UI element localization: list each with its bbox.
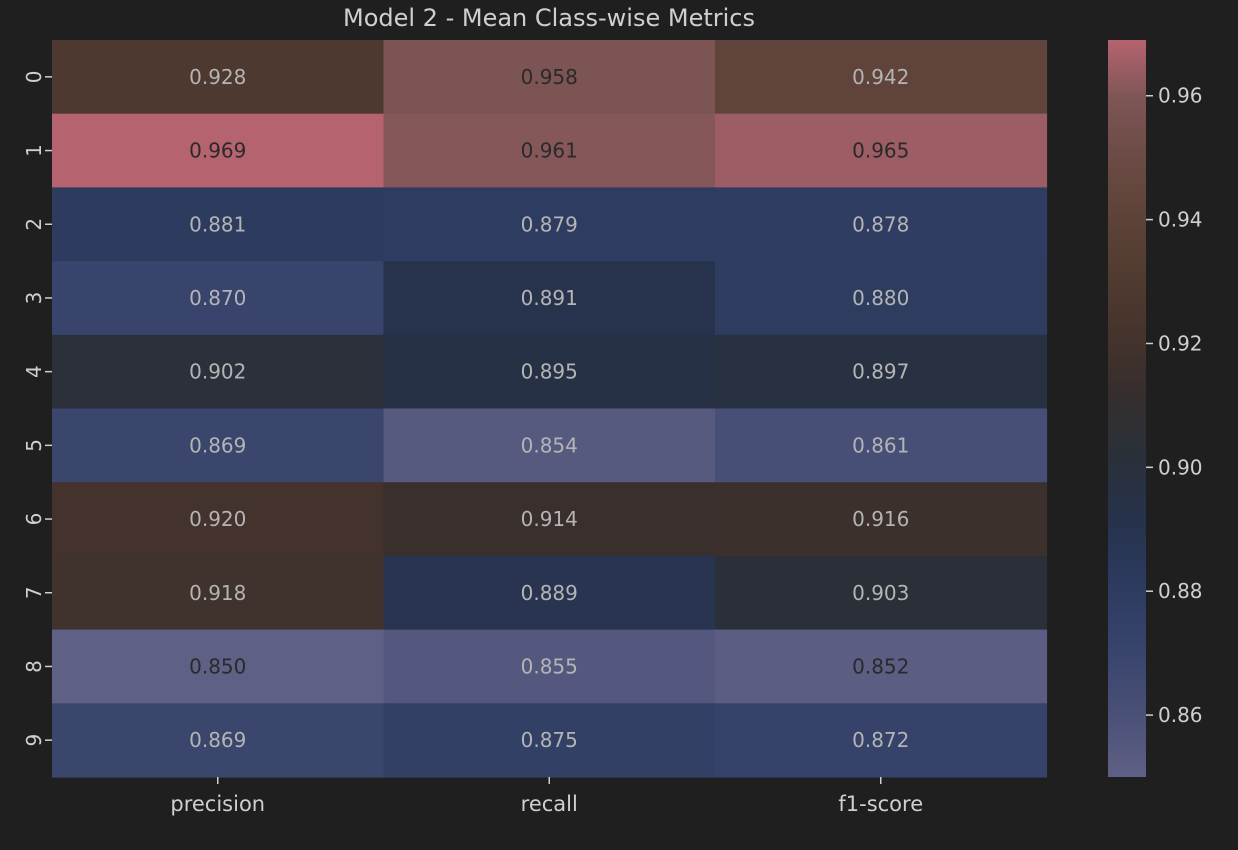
cell-value-label: 0.889 <box>521 581 578 605</box>
y-axis: 0 1 2 3 4 5 6 7 8 9 <box>22 70 52 747</box>
cell-value-label: 0.870 <box>189 286 246 310</box>
y-tick-label: 0 <box>22 70 46 83</box>
heatmap-cell <box>52 40 385 115</box>
cell-value-label: 0.879 <box>521 212 578 236</box>
colorbar-tick-label: 0.90 <box>1158 455 1203 479</box>
cell-value-label: 0.881 <box>189 212 246 236</box>
heatmap-cell <box>715 555 1048 631</box>
colorbar-tick-label: 0.94 <box>1158 208 1203 232</box>
cell-value-label: 0.869 <box>189 728 246 752</box>
y-tick-label: 9 <box>22 734 46 747</box>
cell-value-label: 0.880 <box>852 286 909 310</box>
heatmap-cell <box>52 482 385 557</box>
heatmap-cells <box>52 40 1048 778</box>
cell-value-label: 0.875 <box>521 728 578 752</box>
heatmap-cell <box>52 555 385 631</box>
y-tick-label: 4 <box>22 365 46 378</box>
heatmap-cell <box>715 261 1048 336</box>
heatmap-cell <box>52 408 385 483</box>
y-tick-label: 1 <box>22 144 46 157</box>
heatmap-cell <box>715 40 1048 115</box>
heatmap-cell <box>383 703 716 778</box>
cell-value-label: 0.914 <box>521 507 578 531</box>
heatmap-cell <box>383 113 716 188</box>
colorbar: 0.86 0.88 0.90 0.92 0.94 0.96 <box>1108 40 1203 777</box>
cell-value-label: 0.920 <box>189 507 246 531</box>
cell-value-label: 0.918 <box>189 581 246 605</box>
heatmap-cell <box>52 334 385 410</box>
y-tick-label: 3 <box>22 292 46 305</box>
y-tick-label: 8 <box>22 660 46 673</box>
heatmap-cell <box>715 187 1048 262</box>
cell-value-label: 0.878 <box>852 212 909 236</box>
cell-value-label: 0.916 <box>852 507 909 531</box>
heatmap-cell <box>383 334 716 410</box>
x-axis: precision recall f1-score <box>170 777 923 816</box>
heatmap-cell <box>715 482 1048 557</box>
x-tick-label: f1-score <box>838 792 923 816</box>
cell-value-label: 0.928 <box>189 65 246 89</box>
cell-value-label: 0.902 <box>189 360 246 384</box>
y-tick-label: 5 <box>22 439 46 452</box>
cell-value-label: 0.942 <box>852 65 909 89</box>
cell-value-label: 0.854 <box>521 433 578 457</box>
heatmap-cell <box>715 334 1048 410</box>
cell-value-label: 0.969 <box>189 139 246 163</box>
cell-value-label: 0.872 <box>852 728 909 752</box>
x-tick-label: precision <box>170 792 265 816</box>
heatmap-cell <box>715 113 1048 188</box>
heatmap-cell <box>52 703 385 778</box>
cell-value-label: 0.855 <box>521 654 578 678</box>
y-tick-label: 7 <box>22 586 46 599</box>
cell-value-label: 0.891 <box>521 286 578 310</box>
cell-value-label: 0.852 <box>852 654 909 678</box>
heatmap-cell <box>715 703 1048 778</box>
heatmap-cell <box>715 408 1048 483</box>
colorbar-tick-label: 0.92 <box>1158 331 1203 355</box>
heatmap-cell <box>383 629 716 704</box>
y-tick-label: 2 <box>22 218 46 231</box>
cell-value-label: 0.903 <box>852 581 909 605</box>
heatmap-cell <box>383 261 716 336</box>
heatmap-cell <box>383 40 716 115</box>
cell-value-label: 0.861 <box>852 433 909 457</box>
colorbar-tick-label: 0.96 <box>1158 84 1203 108</box>
heatmap-cell <box>52 261 385 336</box>
heatmap-cell <box>715 629 1048 704</box>
x-tick-label: recall <box>521 792 578 816</box>
heatmap-cell <box>383 187 716 262</box>
cell-value-label: 0.958 <box>521 65 578 89</box>
cell-value-label: 0.869 <box>189 433 246 457</box>
cell-value-label: 0.895 <box>521 360 578 384</box>
heatmap-cell <box>52 113 385 188</box>
y-tick-label: 6 <box>22 513 46 526</box>
colorbar-gradient <box>1108 40 1146 777</box>
heatmap-cell <box>52 629 385 704</box>
heatmap-cell <box>383 482 716 557</box>
heatmap-cell <box>52 187 385 262</box>
chart-title: Model 2 - Mean Class-wise Metrics <box>343 4 755 32</box>
cell-value-label: 0.965 <box>852 139 909 163</box>
heatmap-cell-labels: 0.928 0.958 0.942 0.969 0.961 0.965 0.881 0.879… <box>189 65 909 752</box>
cell-value-label: 0.897 <box>852 360 909 384</box>
colorbar-tick-label: 0.86 <box>1158 703 1203 727</box>
colorbar-tick-label: 0.88 <box>1158 579 1203 603</box>
cell-value-label: 0.961 <box>521 139 578 163</box>
heatmap-cell <box>383 408 716 483</box>
cell-value-label: 0.850 <box>189 654 246 678</box>
heatmap-cell <box>383 555 716 631</box>
